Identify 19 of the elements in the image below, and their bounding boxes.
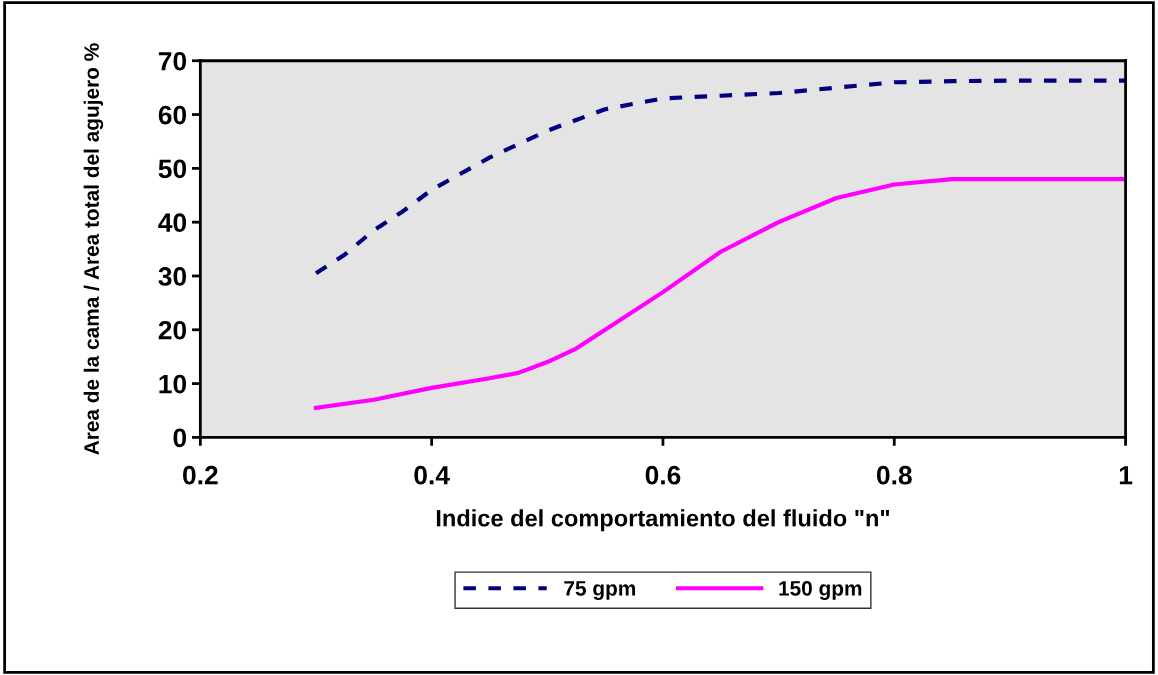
line-series [313,78,1126,276]
y-tick-label: 10 [159,374,187,394]
x-tick-label: 0.8 [876,465,912,485]
line-series [313,177,1126,410]
x-tick-label: 0.2 [183,465,218,485]
y-tick-label: 40 [158,213,187,232]
y-tick-label: 60 [158,105,187,125]
y-tick-label: 0 [173,428,187,448]
y-tick-label: 70 [158,51,187,71]
x-tick-label: 1 [1119,466,1133,485]
y-axis-title: Area de la cama / Area total del agujero % [83,43,104,455]
legend-label: 75 gpm [564,581,636,600]
legend-label: 150 gpm [779,580,862,600]
x-tick-label: 0.6 [645,465,681,485]
x-tick-label: 0.4 [414,465,450,485]
x-axis-title: Indice del comportamiento del fluido "n" [436,509,890,532]
y-tick-label: 20 [158,320,187,340]
y-tick-label: 50 [158,159,187,179]
y-tick-label: 30 [158,267,187,286]
